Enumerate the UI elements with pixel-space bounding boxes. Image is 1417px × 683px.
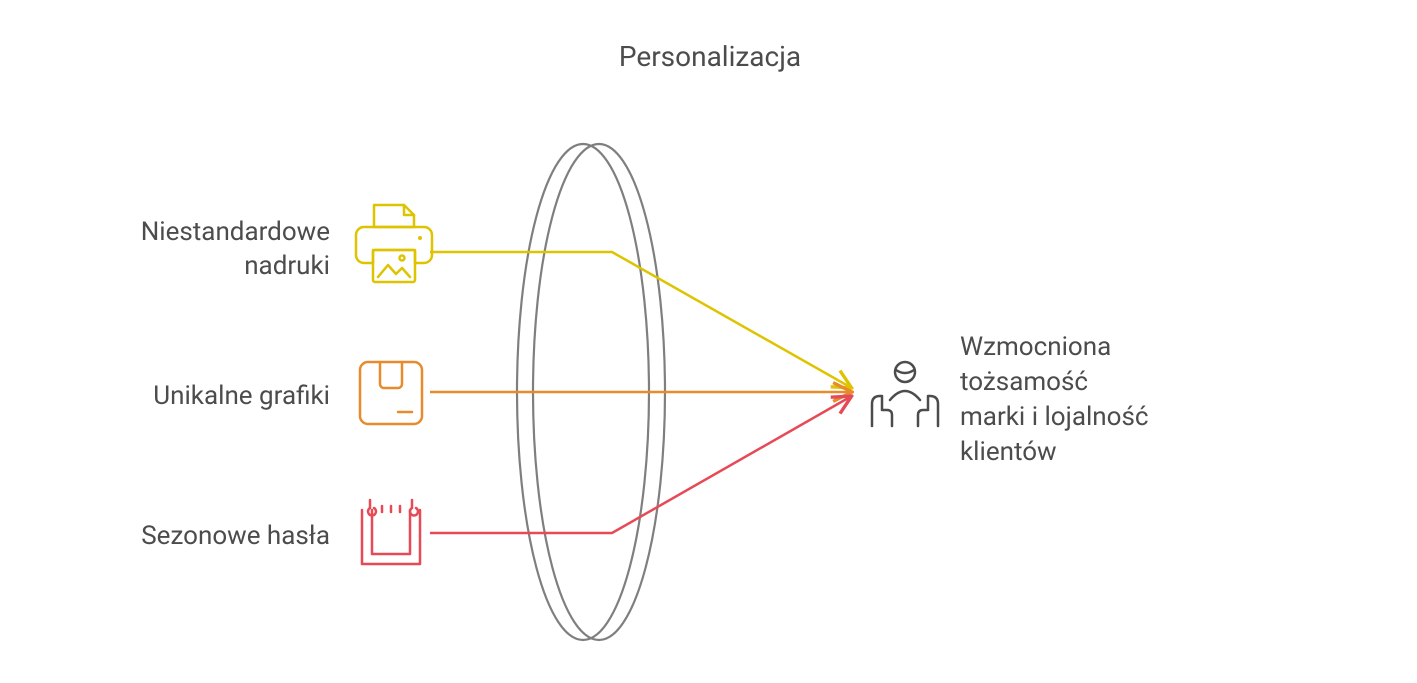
label-output: Wzmocnionatożsamośćmarki i lojalnośćklie… <box>960 330 1220 470</box>
printer-icon <box>356 205 432 282</box>
hands-person-icon <box>872 362 938 426</box>
label-unique-graphics: Unikalne grafiki <box>110 380 330 414</box>
label-custom-prints: Niestandardowenadruki <box>110 216 330 284</box>
calendar-icon <box>362 500 420 564</box>
box-icon <box>360 362 422 424</box>
label-seasonal-slogans: Sezonowe hasła <box>110 520 330 554</box>
